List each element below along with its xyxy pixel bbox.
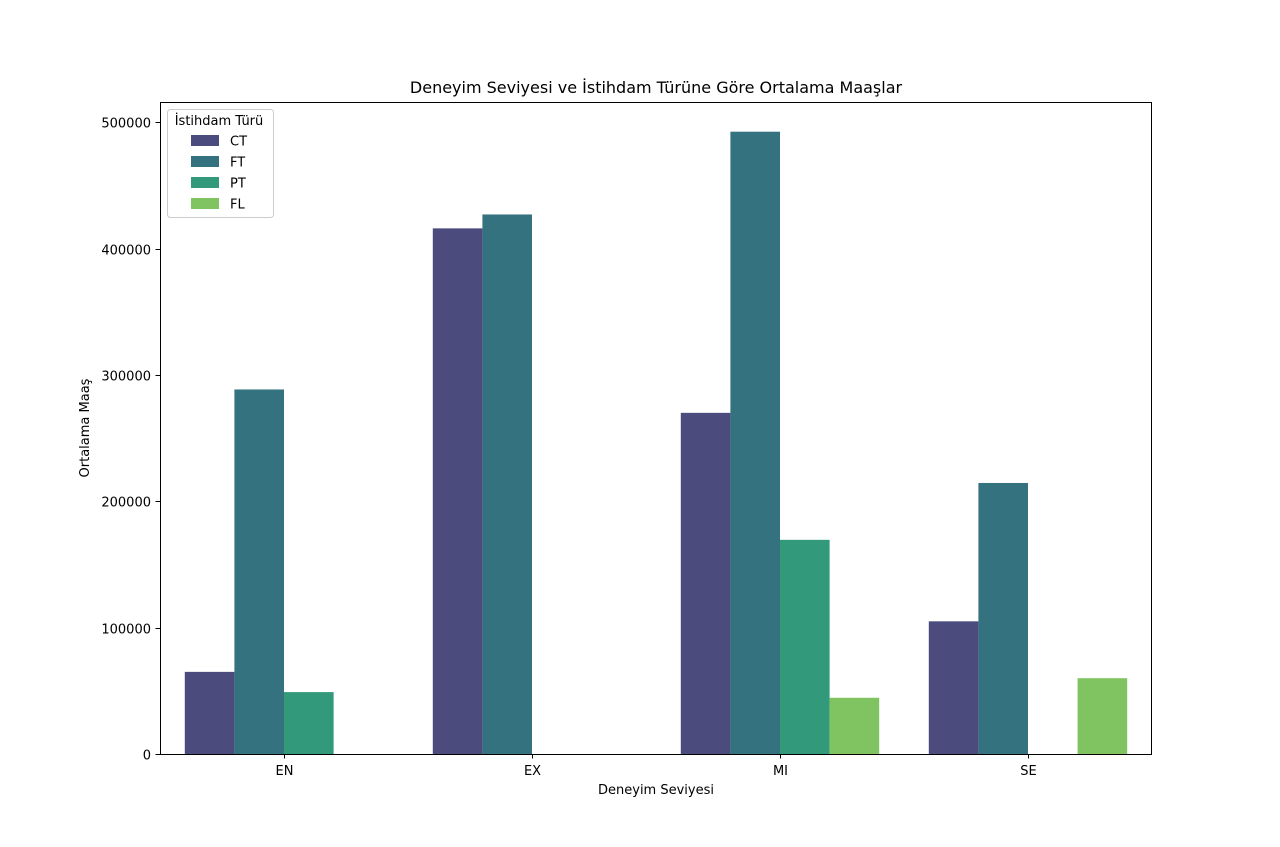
y-tick-label: 300000 bbox=[101, 370, 151, 385]
bar-ft-ex bbox=[482, 214, 532, 754]
legend-swatch-fl bbox=[191, 198, 219, 209]
bar-ct-ex bbox=[432, 228, 483, 755]
bars-group bbox=[184, 131, 1128, 755]
x-tick-label: EN bbox=[276, 764, 294, 779]
bar-ct-se bbox=[928, 621, 979, 754]
bar-ft-en bbox=[234, 389, 284, 754]
y-tick-label: 200000 bbox=[101, 496, 151, 511]
y-axis: 0 100000 200000 300000 400000 500000 bbox=[101, 117, 160, 764]
bar-fl-mi bbox=[829, 697, 880, 754]
legend-label-pt: PT bbox=[230, 177, 246, 192]
x-axis-title: Deneyim Seviyesi bbox=[598, 783, 714, 798]
bar-ct-en bbox=[184, 671, 235, 754]
bar-ft-mi bbox=[730, 131, 780, 754]
legend-label-fl: FL bbox=[230, 198, 245, 213]
bar-ct-mi bbox=[680, 412, 731, 754]
legend-title: İstihdam Türü bbox=[175, 113, 264, 129]
legend-swatch-ct bbox=[191, 135, 219, 146]
x-tick-label: MI bbox=[773, 764, 788, 779]
bar-pt-mi bbox=[780, 539, 830, 754]
x-axis: EN EX MI SE bbox=[276, 754, 1037, 779]
legend-swatch-ft bbox=[191, 156, 219, 167]
x-tick-label: SE bbox=[1020, 764, 1036, 779]
y-tick-label: 500000 bbox=[101, 117, 151, 132]
legend-label-ct: CT bbox=[230, 135, 247, 150]
legend-swatch-pt bbox=[191, 177, 219, 188]
legend: İstihdam Türü CT FT PT FL bbox=[167, 109, 274, 218]
y-tick-label: 400000 bbox=[101, 244, 151, 259]
bar-fl-se bbox=[1077, 678, 1128, 754]
y-tick-label: 100000 bbox=[101, 623, 151, 638]
y-tick-label: 0 bbox=[143, 749, 151, 764]
plot-frame bbox=[160, 102, 1152, 755]
bar-pt-en bbox=[284, 692, 334, 754]
bar-ft-se bbox=[978, 482, 1028, 754]
chart-title: Deneyim Seviyesi ve İstihdam Türüne Göre… bbox=[410, 78, 903, 97]
x-tick-label: EX bbox=[524, 764, 541, 779]
legend-label-ft: FT bbox=[230, 156, 245, 171]
y-axis-title: Ortalama Maaş bbox=[78, 378, 93, 477]
